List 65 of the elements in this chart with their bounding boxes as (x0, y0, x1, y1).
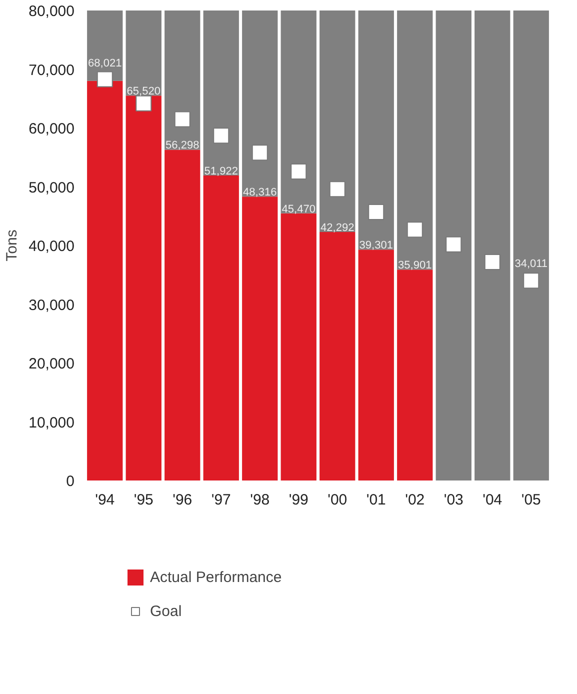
point (252, 144, 268, 161)
y-tick-label: 60,000 (28, 120, 75, 138)
bar (358, 10, 394, 250)
bar (164, 10, 200, 150)
y-tick-label: 70,000 (28, 62, 75, 79)
x-tick-label: '99 (288, 492, 308, 508)
bar (320, 10, 356, 232)
x-tick-label: '05 (521, 492, 541, 508)
bar (242, 196, 278, 480)
data-label: 48,316 (243, 186, 277, 199)
bar (397, 270, 433, 480)
data-label: 39,301 (359, 240, 393, 252)
y-axis-title: Tons (4, 230, 21, 262)
bar (320, 232, 356, 480)
bar (436, 10, 472, 480)
x-tick-label: '97 (211, 492, 231, 508)
data-label: 56,298 (166, 140, 200, 152)
legend-label: Actual Performance (150, 568, 282, 586)
data-label: 34,011 (514, 258, 548, 270)
point (329, 181, 346, 198)
bar (203, 175, 239, 480)
y-tick-label: 20,000 (28, 356, 75, 372)
x-tick-label: '04 (482, 492, 502, 508)
data-label: 68,021 (88, 57, 122, 70)
data-label: 65,520 (126, 86, 160, 98)
bar (513, 10, 549, 480)
data-label: 42,292 (320, 222, 354, 234)
bar (280, 10, 316, 214)
point (523, 272, 540, 289)
data-label: 45,470 (282, 203, 316, 216)
data-label: 51,922 (204, 165, 238, 178)
y-tick-label: 80,000 (28, 3, 75, 20)
point (136, 95, 152, 112)
point (96, 71, 113, 88)
data-label: 35,901 (398, 260, 432, 272)
bar (280, 213, 316, 480)
x-tick-label: '98 (250, 492, 270, 508)
x-tick-label: '02 (405, 492, 425, 508)
x-tick-label: '00 (328, 492, 348, 508)
bar (87, 80, 123, 480)
bar (358, 250, 394, 480)
bar (164, 150, 200, 480)
y-tick-label: 50,000 (28, 179, 75, 196)
point (368, 204, 384, 220)
legend-label: Goal (150, 602, 182, 620)
x-tick-label: '95 (134, 492, 154, 508)
bar (474, 10, 510, 480)
point (406, 222, 423, 238)
x-tick-label: '03 (444, 492, 464, 508)
point (174, 111, 190, 128)
bar (126, 96, 162, 480)
y-tick-label: 30,000 (28, 296, 75, 314)
x-tick-label: '94 (95, 492, 115, 508)
x-tick-label: '96 (172, 492, 192, 508)
bar (397, 10, 433, 270)
bar (203, 10, 239, 176)
point (484, 254, 500, 270)
bar (242, 10, 278, 197)
point (290, 163, 307, 180)
y-tick-label: 0 (66, 473, 74, 490)
y-tick-label: 10,000 (28, 414, 75, 432)
point (446, 236, 462, 252)
x-tick-label: '01 (366, 492, 386, 508)
point (213, 128, 230, 144)
y-tick-label: 40,000 (28, 238, 75, 255)
